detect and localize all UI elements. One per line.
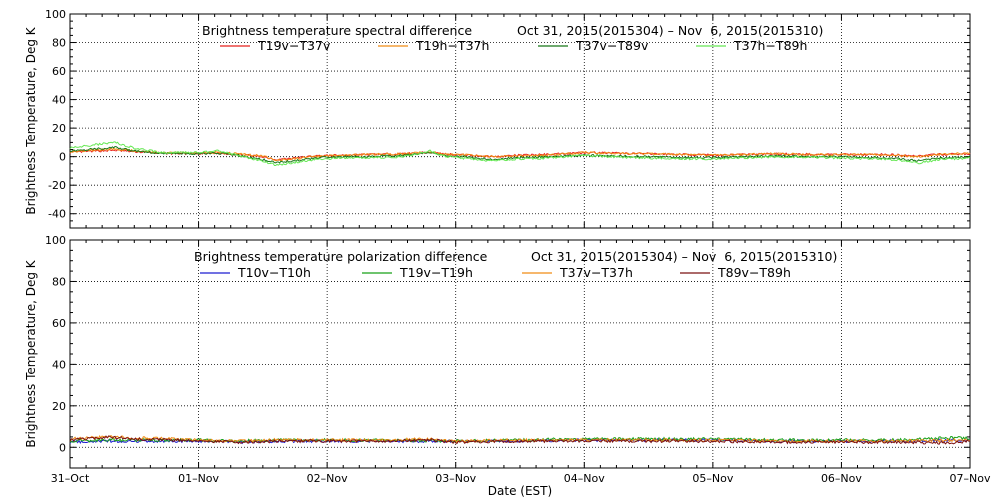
series-line-3 <box>69 435 971 445</box>
y-tick-label: 80 <box>52 37 66 50</box>
y-tick-label: 60 <box>52 317 66 330</box>
legend: T19v−T37v T19h−T37h T37v−T89v T37h−T89h <box>220 38 807 53</box>
series-lines <box>69 435 971 445</box>
y-tick-label: 20 <box>52 122 66 135</box>
y-tick-label: 40 <box>52 94 66 107</box>
x-tick-labels: 31–Oct 01–Nov 02–Nov 03–Nov 04–Nov 05–Nov 06–N… <box>51 472 991 485</box>
series-lines <box>69 141 971 166</box>
x-tick-label: 01–Nov <box>178 472 219 485</box>
y-tick-label: 80 <box>52 275 66 288</box>
grid-lines <box>70 240 970 468</box>
tick-marks <box>70 13 970 229</box>
legend-label: T37v−T37h <box>559 265 633 280</box>
y-tick-label: 0 <box>59 441 66 454</box>
y-tick-label: 100 <box>45 234 66 247</box>
polarization-difference-panel: 100 80 60 40 20 0 31–Oct 01–Nov 02–Nov 03–Nov 04–… <box>24 234 991 498</box>
date-range: Oct 31, 2015(2015304) – Nov 6, 2015(2015… <box>517 23 823 38</box>
x-tick-label: 05–Nov <box>692 472 733 485</box>
series-line-3 <box>69 141 971 166</box>
legend-label: T89v−T89h <box>717 265 791 280</box>
x-tick-label: 06–Nov <box>821 472 862 485</box>
series-line-1 <box>69 147 971 162</box>
chart-title: Brightness temperature polarization diff… <box>194 249 488 264</box>
y-tick-label: 100 <box>45 8 66 21</box>
legend-label: T19h−T37h <box>415 38 489 53</box>
chart-title: Brightness temperature spectral differen… <box>202 23 472 38</box>
grid-lines <box>70 14 970 228</box>
legend-label: T19v−T19h <box>399 265 473 280</box>
y-tick-label: 20 <box>52 400 66 413</box>
y-tick-label: 0 <box>59 151 66 164</box>
legend-label: T37h−T89h <box>733 38 807 53</box>
plot-frame <box>69 239 971 469</box>
x-tick-label: 02–Nov <box>307 472 348 485</box>
tick-marks <box>70 239 970 469</box>
x-tick-label: 03–Nov <box>435 472 476 485</box>
y-tick-labels: 100 80 60 40 20 0 -20 -40 <box>45 8 66 221</box>
x-tick-label: 07–Nov <box>950 472 991 485</box>
y-axis-label: Brightness Temperature, Deg K <box>24 26 38 214</box>
y-tick-label: -20 <box>48 179 66 192</box>
x-tick-label: 31–Oct <box>51 472 90 485</box>
y-tick-labels: 100 80 60 40 20 0 <box>45 234 66 454</box>
legend: T10v−T10h T19v−T19h T37v−T37h T89v−T89h <box>200 265 791 280</box>
legend-label: T10v−T10h <box>237 265 311 280</box>
plot-frame <box>69 13 971 229</box>
date-range: Oct 31, 2015(2015304) – Nov 6, 2015(2015… <box>531 249 837 264</box>
legend-label: T37v−T89v <box>575 38 649 53</box>
spectral-difference-panel: 100 80 60 40 20 0 -20 -40 T19v−T37v T19h−T37h T37… <box>24 8 971 229</box>
y-tick-label: -40 <box>48 208 66 221</box>
legend-label: T19v−T37v <box>257 38 331 53</box>
y-tick-label: 60 <box>52 65 66 78</box>
x-tick-label: 04–Nov <box>564 472 605 485</box>
y-tick-label: 40 <box>52 358 66 371</box>
x-axis-label: Date (EST) <box>488 484 552 498</box>
y-axis-label: Brightness Temperature, Deg K <box>24 259 38 447</box>
